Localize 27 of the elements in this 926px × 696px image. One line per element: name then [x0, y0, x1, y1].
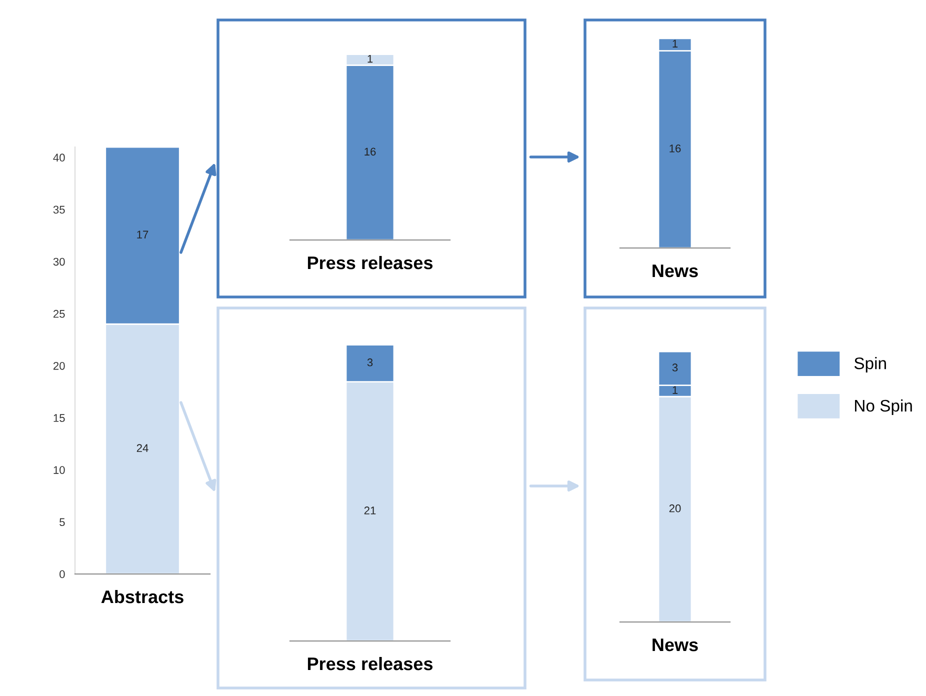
x-tick-label: Press releases [308, 256, 433, 270]
data-label: 21 [364, 506, 376, 514]
y-tick-label: 35 [53, 206, 65, 214]
data-label: 3 [367, 358, 373, 366]
y-tick-label: 5 [60, 518, 65, 526]
data-label: 20 [669, 504, 681, 512]
y-tick-label: 10 [54, 466, 65, 474]
data-label: 16 [364, 148, 376, 156]
data-label: 1 [672, 386, 678, 394]
data-label: 1 [368, 54, 373, 63]
data-label: 16 [670, 144, 681, 152]
x-tick-label: Abstracts [101, 590, 184, 604]
data-label: 24 [136, 444, 148, 452]
x-tick-label: Press releases [308, 656, 433, 670]
x-tick-label: News [652, 638, 698, 652]
y-tick-label: 20 [53, 362, 65, 370]
data-label: 1 [672, 40, 678, 48]
data-label: 3 [672, 364, 678, 372]
y-tick-label: 40 [53, 154, 65, 162]
data-label: 17 [137, 230, 148, 238]
legend-label: Spin [854, 357, 886, 373]
y-tick-label: 30 [53, 258, 65, 266]
y-tick-label: 25 [53, 310, 65, 318]
legend-label: No Spin [855, 399, 912, 415]
y-tick-label: 15 [54, 414, 65, 422]
y-tick-label: 0 [60, 570, 65, 578]
x-tick-label: News [652, 264, 698, 278]
